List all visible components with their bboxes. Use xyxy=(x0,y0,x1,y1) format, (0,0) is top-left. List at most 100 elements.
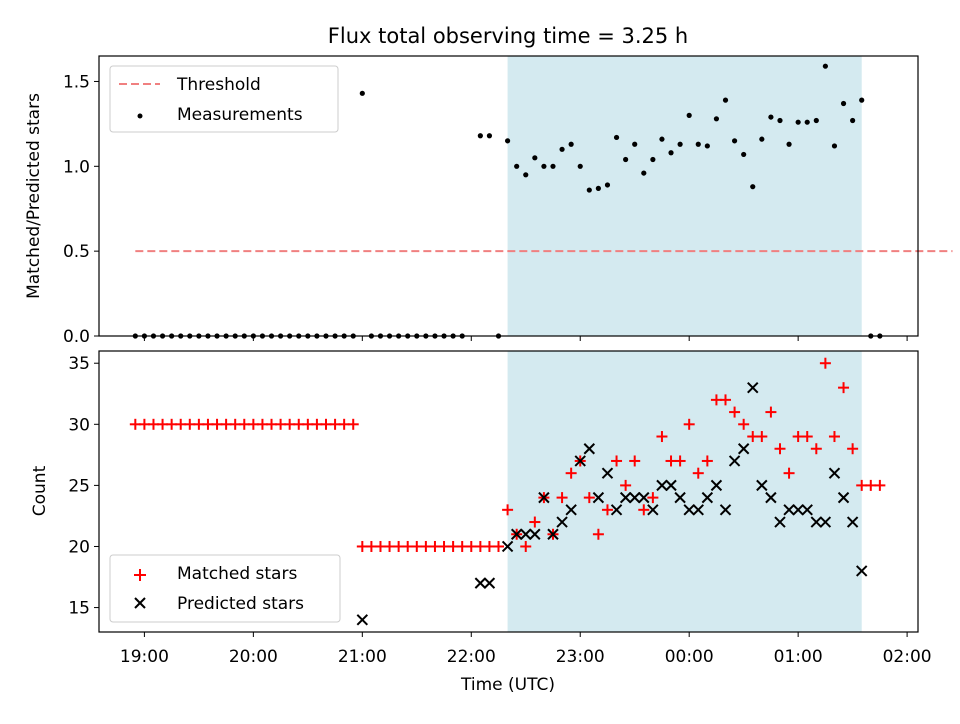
x-tick-label: 23:00 xyxy=(556,647,605,667)
matched-star-point xyxy=(765,406,777,418)
threshold-legend-label: Threshold xyxy=(176,75,261,95)
top-x-ticks xyxy=(143,336,908,341)
predicted-star-point xyxy=(701,491,714,504)
matched-star-point xyxy=(701,455,713,467)
matched-star-point xyxy=(347,418,359,430)
measurement-point xyxy=(559,146,565,152)
matched-star-point xyxy=(647,492,659,504)
measurement-point xyxy=(604,182,611,188)
measurement-point xyxy=(595,185,601,191)
measurements-legend-label: Measurements xyxy=(177,105,303,125)
measurement-point xyxy=(704,143,710,149)
measurement-point xyxy=(850,117,856,124)
measurement-point xyxy=(768,114,774,120)
matched-star-point xyxy=(529,516,541,528)
measurement-point xyxy=(668,150,674,156)
predicted-star-point xyxy=(674,491,686,504)
top-axes-frame xyxy=(98,55,919,337)
bottom-y-tick-label: 35 xyxy=(68,354,90,374)
matched-star-point xyxy=(738,418,750,430)
matched-star-point xyxy=(756,431,768,443)
measurement-point xyxy=(568,141,574,147)
measurement-point xyxy=(786,141,792,147)
observing-window-band-bottom xyxy=(507,351,862,632)
predicted-star-point xyxy=(683,504,695,516)
matched-star-point xyxy=(729,406,741,418)
measurement-point xyxy=(486,133,493,139)
measurement-point xyxy=(659,136,665,142)
x-axis-label: Time (UTC) xyxy=(460,675,555,695)
top-observing-window xyxy=(507,56,862,336)
measurement-point xyxy=(577,163,583,169)
matched-star-point xyxy=(801,431,813,443)
bottom-y-ticks: 15 20 25 30 35 xyxy=(68,354,99,619)
bottom-y-tick-label: 30 xyxy=(68,415,90,435)
measurement-point xyxy=(722,97,729,103)
measurement-point xyxy=(822,63,828,69)
bottom-panel: 15 20 25 30 35 19:00 20:00 21:00 22:00 23:00 00:0… xyxy=(30,350,932,695)
x-tick-label: 20:00 xyxy=(229,647,278,667)
matched-legend-swatch xyxy=(134,569,146,581)
predicted-star-point xyxy=(810,516,823,528)
measurement-point xyxy=(713,116,720,122)
matched-legend-label: Matched stars xyxy=(177,564,297,584)
predicted-star-point xyxy=(356,614,369,626)
predicted-legend-swatch xyxy=(134,597,146,609)
matched-star-point xyxy=(838,382,850,394)
predicted-star-point xyxy=(619,491,632,504)
predicted-star-point xyxy=(520,528,532,540)
predicted-star-point xyxy=(783,504,795,516)
top-y-axis-label: Matched/Predicted stars xyxy=(24,93,44,299)
bottom-x-ticks: 19:00 20:00 21:00 22:00 23:00 00:00 01:00 02:00 xyxy=(120,632,932,667)
bottom-y-tick-label: 25 xyxy=(68,476,90,496)
matched-star-point xyxy=(556,492,568,504)
measurement-point xyxy=(795,119,801,125)
measurement-point xyxy=(804,119,810,125)
measurement-point xyxy=(677,141,683,147)
predicted-star-point xyxy=(846,516,859,528)
top-y-tick-label: 1.0 xyxy=(63,157,90,177)
matched-star-point xyxy=(592,528,604,540)
predicted-star-point xyxy=(719,504,732,516)
measurement-point xyxy=(623,156,629,163)
measurement-point xyxy=(641,170,647,176)
bottom-axes-frame xyxy=(98,350,919,633)
predicted-star-point xyxy=(583,443,596,455)
bottom-legend: Matched stars Predicted stars xyxy=(109,554,341,623)
predicted-star-point xyxy=(629,491,641,504)
measurement-point xyxy=(632,141,638,147)
predicted-star-point xyxy=(728,455,741,467)
matched-star-point xyxy=(583,492,595,504)
predicted-star-point xyxy=(828,467,841,479)
predicted-star-point xyxy=(638,491,650,504)
measurement-point xyxy=(514,163,520,169)
measurement-point xyxy=(359,90,365,96)
x-tick-label: 21:00 xyxy=(338,647,387,667)
top-panel: 0.0 0.5 1.0 1.5 Matched/Predicted stars Thr… xyxy=(24,55,953,347)
predicted-star-point xyxy=(538,491,550,504)
measurement-point xyxy=(840,100,847,107)
measurement-point xyxy=(541,163,547,169)
measurement-point xyxy=(750,184,756,190)
top-y-tick-label: 0.0 xyxy=(63,327,90,347)
matched-star-point xyxy=(565,467,577,479)
measurement-point xyxy=(695,141,701,147)
matched-star-point xyxy=(774,443,786,455)
matched-star-point xyxy=(783,467,795,479)
measurement-point xyxy=(813,117,819,124)
measurement-point xyxy=(650,156,656,163)
measurement-point xyxy=(777,117,783,124)
matched-star-point xyxy=(828,431,840,443)
matched-star-point xyxy=(493,540,505,552)
predicted-star-point xyxy=(647,504,659,516)
matched-star-point xyxy=(520,540,532,552)
bottom-y-tick-label: 15 xyxy=(68,599,90,619)
predicted-star-point xyxy=(837,491,850,504)
predicted-star-point xyxy=(547,528,559,540)
matched-star-point xyxy=(629,455,641,467)
top-y-ticks: 0.0 0.5 1.0 1.5 xyxy=(63,72,99,347)
measurement-point xyxy=(550,163,556,169)
predicted-star-point xyxy=(710,479,723,492)
